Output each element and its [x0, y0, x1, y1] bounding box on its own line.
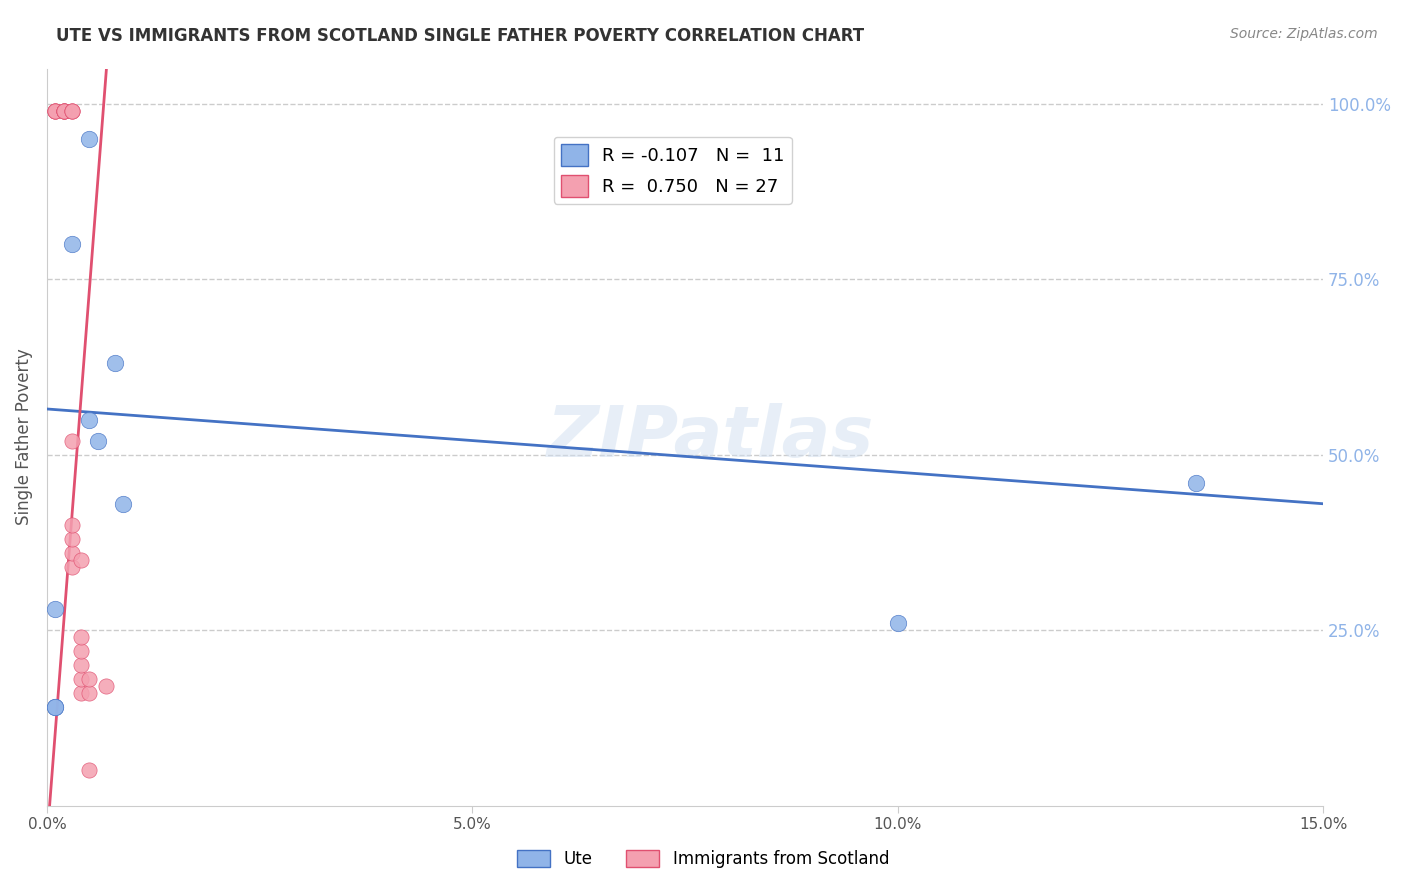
Point — [104, 356, 127, 370]
Point — [44, 103, 66, 118]
Point — [52, 103, 75, 118]
Point — [44, 103, 66, 118]
Legend: R = -0.107   N =  11, R =  0.750   N = 27: R = -0.107 N = 11, R = 0.750 N = 27 — [554, 136, 792, 204]
Point — [62, 103, 84, 118]
Point — [62, 532, 84, 546]
Point — [70, 672, 93, 686]
Point — [79, 132, 101, 146]
Point — [62, 103, 84, 118]
Point — [52, 103, 75, 118]
Point — [70, 630, 93, 644]
Point — [62, 546, 84, 560]
Point — [112, 497, 135, 511]
Point — [62, 560, 84, 574]
Point — [62, 434, 84, 448]
Point — [79, 672, 101, 686]
Point — [79, 764, 101, 778]
Point — [70, 658, 93, 673]
Point — [52, 103, 75, 118]
Point — [62, 103, 84, 118]
Point — [44, 103, 66, 118]
Point — [52, 103, 75, 118]
Point — [886, 616, 908, 631]
Point — [1184, 475, 1206, 490]
Text: UTE VS IMMIGRANTS FROM SCOTLAND SINGLE FATHER POVERTY CORRELATION CHART: UTE VS IMMIGRANTS FROM SCOTLAND SINGLE F… — [56, 27, 865, 45]
Y-axis label: Single Father Poverty: Single Father Poverty — [15, 349, 32, 525]
Point — [96, 679, 118, 693]
Legend: Ute, Immigrants from Scotland: Ute, Immigrants from Scotland — [510, 843, 896, 875]
Text: ZIPatlas: ZIPatlas — [547, 402, 875, 472]
Point — [79, 686, 101, 700]
Point — [70, 553, 93, 567]
Point — [70, 686, 93, 700]
Point — [44, 602, 66, 616]
Point — [62, 237, 84, 252]
Point — [79, 412, 101, 426]
Point — [62, 517, 84, 532]
Point — [44, 700, 66, 714]
Point — [44, 103, 66, 118]
Point — [52, 103, 75, 118]
Point — [87, 434, 110, 448]
Point — [70, 644, 93, 658]
Text: Source: ZipAtlas.com: Source: ZipAtlas.com — [1230, 27, 1378, 41]
Point — [44, 700, 66, 714]
